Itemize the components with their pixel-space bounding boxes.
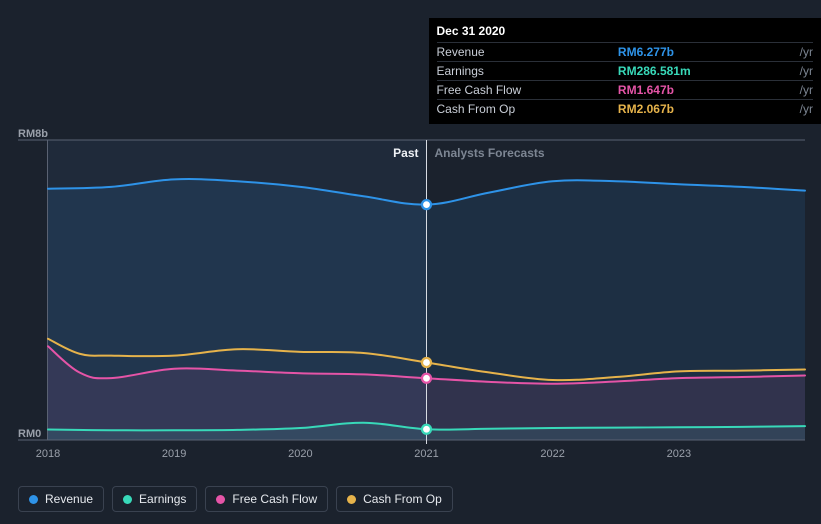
x-tick-label: 2018 [36, 448, 60, 460]
tooltip-row-unit: /yr [798, 100, 813, 119]
tooltip-row: Cash From OpRM2.067b/yr [437, 100, 814, 119]
section-label-forecasts: Analysts Forecasts [435, 146, 545, 160]
legend-item-cash_from_op[interactable]: Cash From Op [336, 486, 453, 512]
section-label-past: Past [393, 146, 418, 160]
chart-container: Past Analysts Forecasts Dec 31 2020 Reve… [0, 0, 821, 524]
legend-swatch-icon [123, 495, 132, 504]
tooltip-row-unit: /yr [798, 81, 813, 100]
legend-item-free_cash_flow[interactable]: Free Cash Flow [205, 486, 328, 512]
x-tick-label: 2023 [667, 448, 691, 460]
tooltip-row-label: Earnings [437, 62, 606, 81]
legend-item-revenue[interactable]: Revenue [18, 486, 104, 512]
tooltip-row-value: RM286.581m [606, 62, 798, 81]
y-tick-label: RM0 [18, 428, 41, 440]
legend-item-label: Revenue [45, 492, 93, 506]
legend-item-label: Cash From Op [363, 492, 442, 506]
tooltip-row-label: Free Cash Flow [437, 81, 606, 100]
tooltip-row: EarningsRM286.581m/yr [437, 62, 814, 81]
tooltip-table: RevenueRM6.277b/yrEarningsRM286.581m/yrF… [437, 42, 814, 118]
tooltip-row-value: RM6.277b [606, 43, 798, 62]
x-tick-label: 2020 [288, 448, 312, 460]
tooltip-row-unit: /yr [798, 62, 813, 81]
x-tick-label: 2022 [540, 448, 564, 460]
y-tick-label: RM8b [18, 128, 48, 140]
tooltip-row: RevenueRM6.277b/yr [437, 43, 814, 62]
hover-marker-free_cash_flow [422, 374, 431, 383]
legend-item-earnings[interactable]: Earnings [112, 486, 197, 512]
tooltip-row-value: RM1.647b [606, 81, 798, 100]
tooltip-row-unit: /yr [798, 43, 813, 62]
legend: Revenue Earnings Free Cash Flow Cash From O… [18, 486, 453, 512]
hover-tooltip: Dec 31 2020 RevenueRM6.277b/yrEarningsRM… [429, 18, 821, 124]
legend-item-label: Free Cash Flow [232, 492, 317, 506]
tooltip-date: Dec 31 2020 [437, 24, 814, 42]
hover-marker-revenue [422, 200, 431, 209]
legend-swatch-icon [29, 495, 38, 504]
tooltip-row-value: RM2.067b [606, 100, 798, 119]
tooltip-row-label: Cash From Op [437, 100, 606, 119]
hover-marker-earnings [422, 425, 431, 434]
legend-item-label: Earnings [139, 492, 186, 506]
legend-swatch-icon [216, 495, 225, 504]
x-tick-label: 2019 [162, 448, 186, 460]
tooltip-row-label: Revenue [437, 43, 606, 62]
hover-marker-cash_from_op [422, 358, 431, 367]
x-tick-label: 2021 [414, 448, 438, 460]
legend-swatch-icon [347, 495, 356, 504]
tooltip-row: Free Cash FlowRM1.647b/yr [437, 81, 814, 100]
